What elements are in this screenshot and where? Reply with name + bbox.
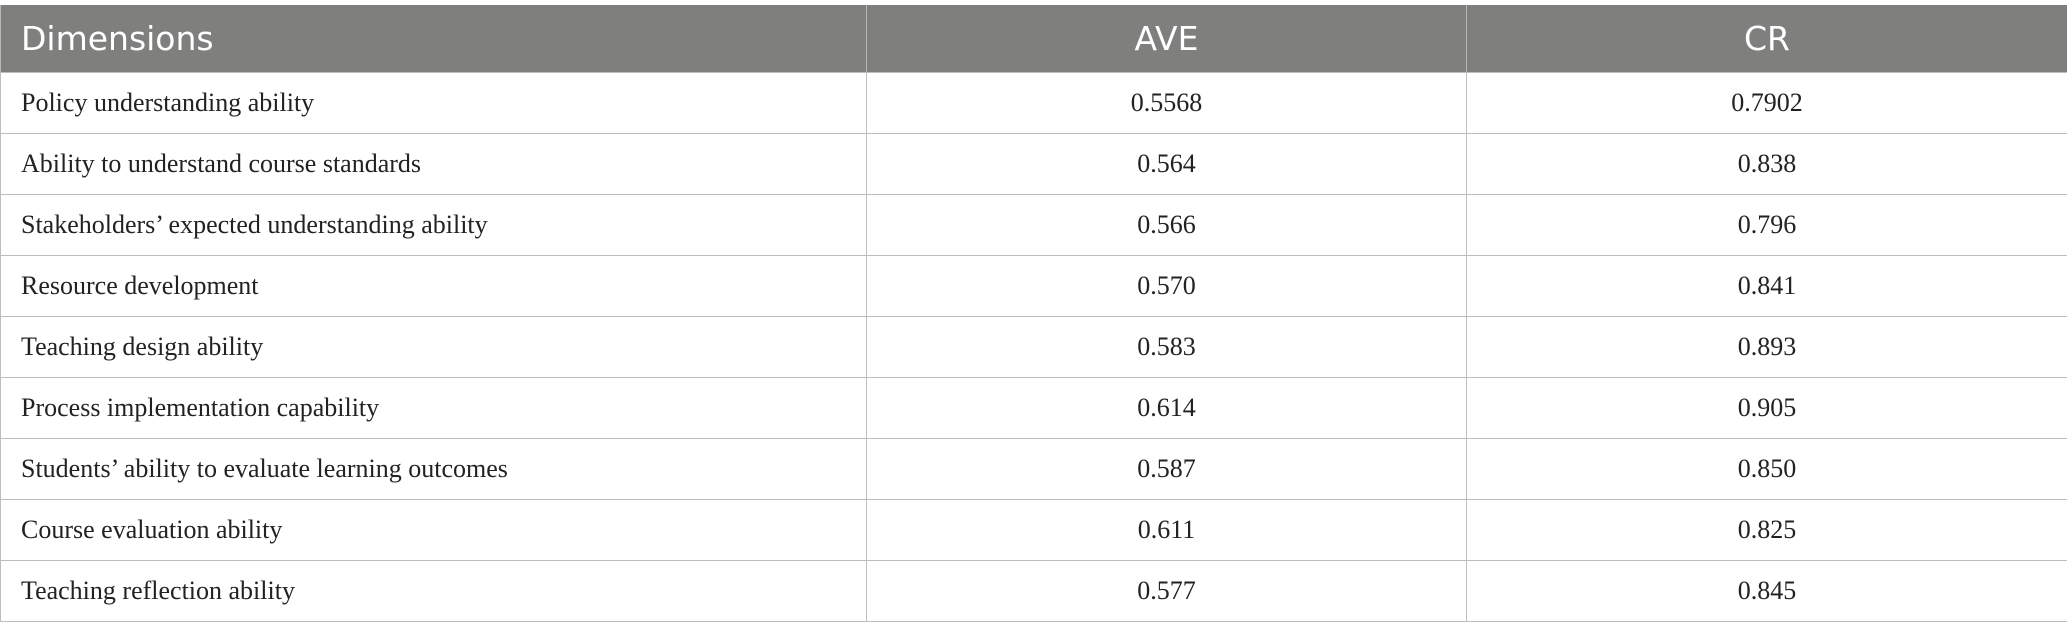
cell-cr: 0.845 bbox=[1466, 560, 2067, 622]
header-cr: CR bbox=[1466, 5, 2067, 73]
cell-ave: 0.614 bbox=[866, 377, 1467, 439]
cell-ave: 0.583 bbox=[866, 316, 1467, 378]
cell-cr: 0.893 bbox=[1466, 316, 2067, 378]
header-dimensions: Dimensions bbox=[0, 5, 867, 73]
cell-cr: 0.796 bbox=[1466, 194, 2067, 256]
table-row: Teaching reflection ability 0.577 0.845 bbox=[0, 560, 2067, 622]
table-row: Course evaluation ability 0.611 0.825 bbox=[0, 499, 2067, 561]
cell-cr: 0.905 bbox=[1466, 377, 2067, 439]
table-row: Policy understanding ability 0.5568 0.79… bbox=[0, 72, 2067, 134]
ave-cr-table: Dimensions AVE CR Policy understanding a… bbox=[0, 5, 2067, 622]
cell-dimension: Process implementation capability bbox=[0, 377, 867, 439]
table-container: Dimensions AVE CR Policy understanding a… bbox=[0, 5, 2067, 622]
table-row: Ability to understand course standards 0… bbox=[0, 133, 2067, 195]
cell-dimension: Course evaluation ability bbox=[0, 499, 867, 561]
cell-cr: 0.825 bbox=[1466, 499, 2067, 561]
header-row: Dimensions AVE CR bbox=[0, 5, 2067, 73]
cell-ave: 0.5568 bbox=[866, 72, 1467, 134]
cell-ave: 0.570 bbox=[866, 255, 1467, 317]
cell-dimension: Ability to understand course standards bbox=[0, 133, 867, 195]
table-row: Teaching design ability 0.583 0.893 bbox=[0, 316, 2067, 378]
cell-ave: 0.577 bbox=[866, 560, 1467, 622]
cell-cr: 0.838 bbox=[1466, 133, 2067, 195]
cell-ave: 0.564 bbox=[866, 133, 1467, 195]
table-row: Students’ ability to evaluate learning o… bbox=[0, 438, 2067, 500]
cell-dimension: Resource development bbox=[0, 255, 867, 317]
table-row: Stakeholders’ expected understanding abi… bbox=[0, 194, 2067, 256]
cell-ave: 0.587 bbox=[866, 438, 1467, 500]
table-row: Resource development 0.570 0.841 bbox=[0, 255, 2067, 317]
cell-dimension: Policy understanding ability bbox=[0, 72, 867, 134]
cell-cr: 0.7902 bbox=[1466, 72, 2067, 134]
cell-cr: 0.841 bbox=[1466, 255, 2067, 317]
cell-dimension: Teaching design ability bbox=[0, 316, 867, 378]
table-header: Dimensions AVE CR bbox=[0, 5, 2067, 73]
cell-cr: 0.850 bbox=[1466, 438, 2067, 500]
cell-ave: 0.611 bbox=[866, 499, 1467, 561]
cell-ave: 0.566 bbox=[866, 194, 1467, 256]
cell-dimension: Stakeholders’ expected understanding abi… bbox=[0, 194, 867, 256]
header-ave: AVE bbox=[866, 5, 1467, 73]
table-body: Policy understanding ability 0.5568 0.79… bbox=[0, 72, 2067, 622]
cell-dimension: Teaching reflection ability bbox=[0, 560, 867, 622]
cell-dimension: Students’ ability to evaluate learning o… bbox=[0, 438, 867, 500]
table-row: Process implementation capability 0.614 … bbox=[0, 377, 2067, 439]
